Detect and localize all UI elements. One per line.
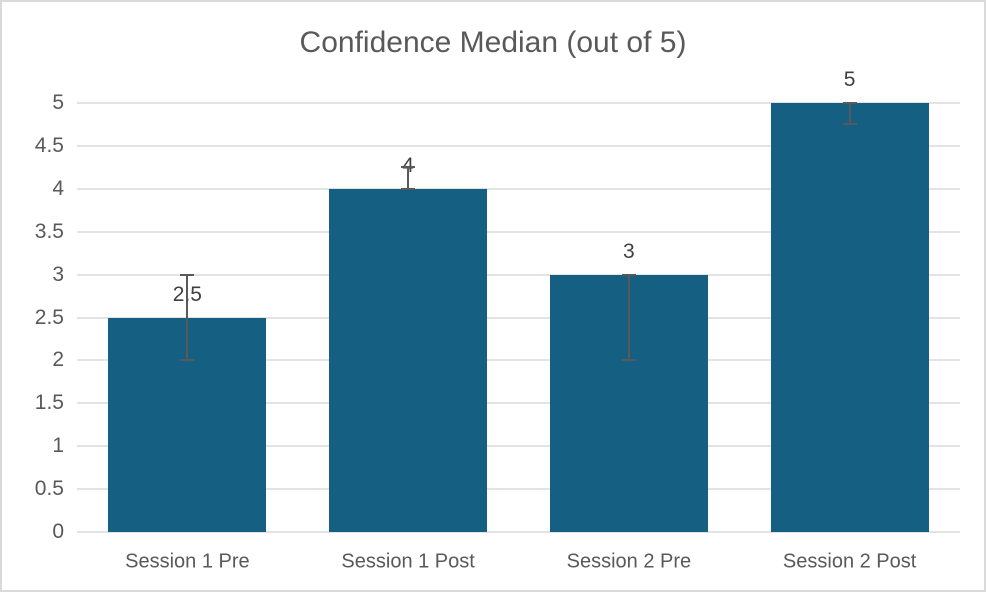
- y-axis-tick-label: 2.5: [34, 305, 64, 329]
- x-axis-label-session-1-pre: Session 1 Pre: [125, 550, 250, 573]
- y-axis-tick-label: 5: [52, 91, 64, 114]
- data-label-session-2-pre: 3: [623, 239, 635, 263]
- chart-title: Confidence Median (out of 5): [299, 26, 687, 59]
- x-axis-label-session-1-post: Session 1 Post: [341, 550, 475, 573]
- error-bar-cap-bottom-session-2-post: [842, 123, 857, 126]
- gridline: [77, 102, 960, 104]
- gridline: [77, 144, 960, 147]
- y-axis-tick-label: 2: [52, 348, 64, 372]
- y-axis-tick-label: 3: [52, 262, 64, 286]
- error-bar-cap-bottom-session-1-post: [401, 187, 416, 190]
- gridline: [77, 402, 960, 405]
- error-bar-cap-bottom-session-1-pre: [180, 359, 195, 362]
- error-bar-cap-top-session-2-pre: [621, 273, 636, 276]
- gridline: [77, 273, 960, 276]
- error-bar-cap-top-session-1-pre: [180, 273, 195, 276]
- x-axis-label-session-2-pre: Session 2 Pre: [566, 550, 692, 573]
- bar-session-2-post: [770, 103, 929, 532]
- error-bar-line-session-1-pre: [186, 274, 189, 361]
- y-axis-tick-label: 3.5: [34, 219, 64, 243]
- error-bar-cap-top-session-2-post: [842, 102, 857, 104]
- gridline: [77, 488, 960, 491]
- gridline: [77, 316, 960, 319]
- bar-session-1-post: [329, 188, 488, 532]
- data-label-session-1-post: 4: [402, 153, 414, 177]
- y-axis-tick-label: 4.5: [34, 133, 64, 157]
- data-label-session-2-post: 5: [843, 68, 856, 91]
- error-bar-line-session-2-post: [848, 103, 851, 125]
- error-bar-line-session-1-post: [407, 167, 410, 189]
- error-bar-cap-top-session-1-post: [401, 166, 416, 169]
- gridline: [77, 531, 960, 533]
- y-axis-tick-label: 0: [52, 520, 64, 543]
- gridline: [77, 230, 960, 233]
- y-axis-tick-label: 1: [52, 434, 64, 458]
- gridline: [77, 359, 960, 362]
- x-axis-label-session-2-post: Session 2 Post: [782, 550, 917, 573]
- y-axis-tick-label: 0.5: [34, 477, 64, 501]
- gridline: [77, 445, 960, 448]
- gridline: [77, 187, 960, 190]
- y-axis-tick-label: 1.5: [34, 391, 64, 415]
- y-axis-tick-label: 4: [52, 176, 64, 200]
- error-bar-line-session-2-pre: [627, 274, 630, 361]
- error-bar-cap-bottom-session-2-pre: [621, 359, 636, 362]
